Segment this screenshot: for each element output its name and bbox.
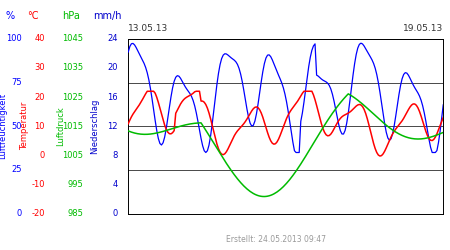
Text: Luftfeuchtigkeit: Luftfeuchtigkeit [0,93,7,159]
Text: -20: -20 [32,209,45,218]
Text: 30: 30 [34,64,45,72]
Text: 1045: 1045 [62,34,83,43]
Text: 40: 40 [35,34,45,43]
Text: 24: 24 [108,34,118,43]
Text: 0: 0 [16,209,22,218]
Text: Niederschlag: Niederschlag [90,98,99,154]
Text: 8: 8 [112,151,118,160]
Text: Temperatur: Temperatur [20,102,29,150]
Text: 20: 20 [108,64,118,72]
Text: 12: 12 [108,122,118,131]
Text: 75: 75 [11,78,22,87]
Text: 16: 16 [107,92,118,102]
Text: 1005: 1005 [62,151,83,160]
Text: 10: 10 [35,122,45,131]
Text: 995: 995 [68,180,83,189]
Text: 100: 100 [6,34,22,43]
Text: 1015: 1015 [62,122,83,131]
Text: Luftdruck: Luftdruck [56,106,65,146]
Text: 13.05.13: 13.05.13 [128,24,168,32]
Text: mm/h: mm/h [93,11,122,21]
Text: 0: 0 [112,209,118,218]
Text: -10: -10 [32,180,45,189]
Text: 4: 4 [112,180,118,189]
Text: 25: 25 [11,166,22,174]
Text: 1035: 1035 [62,64,83,72]
Text: %: % [5,11,14,21]
Text: 0: 0 [40,151,45,160]
Text: 20: 20 [35,92,45,102]
Text: hPa: hPa [62,11,80,21]
Text: Erstellt: 24.05.2013 09:47: Erstellt: 24.05.2013 09:47 [226,235,326,244]
Text: °C: °C [27,11,38,21]
Text: 50: 50 [11,122,22,131]
Text: 19.05.13: 19.05.13 [403,24,443,32]
Text: 985: 985 [68,209,83,218]
Text: 1025: 1025 [62,92,83,102]
